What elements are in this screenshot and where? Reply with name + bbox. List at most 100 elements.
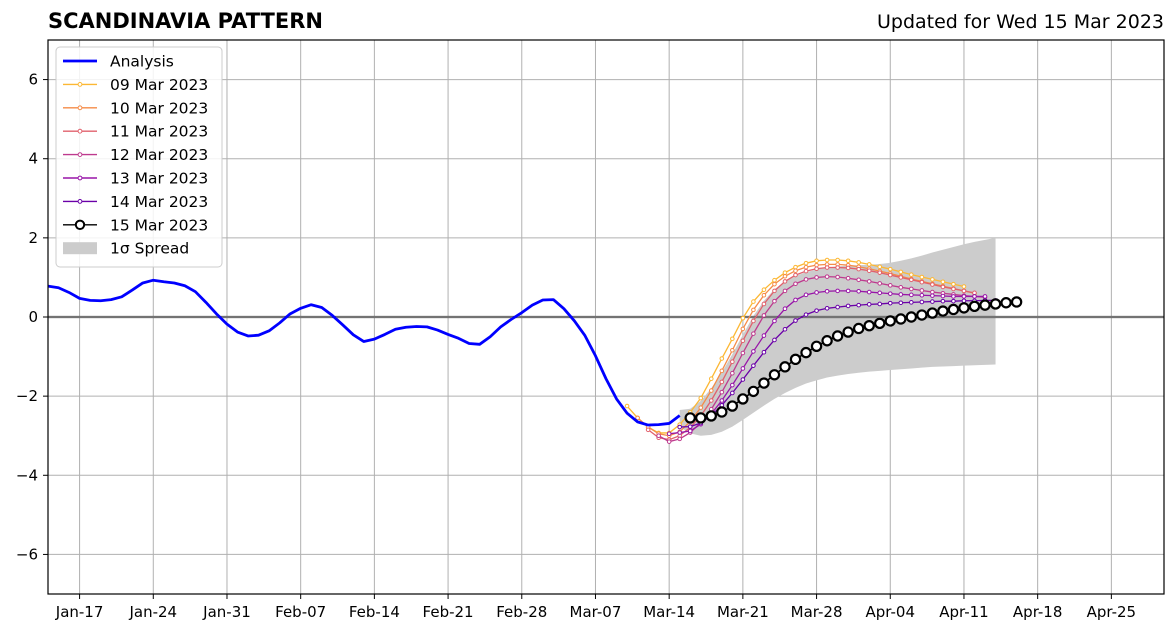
data-point xyxy=(737,393,749,405)
data-point xyxy=(940,279,946,285)
x-tick-label: Mar-28 xyxy=(791,603,843,621)
data-point xyxy=(919,279,925,285)
data-point xyxy=(730,382,735,388)
data-point xyxy=(824,265,830,270)
data-point xyxy=(719,368,725,374)
legend-handle-spread xyxy=(63,242,97,255)
legend-label: 15 Mar 2023 xyxy=(110,216,208,234)
data-point xyxy=(874,317,886,330)
data-point xyxy=(909,277,914,283)
legend-box xyxy=(55,46,223,268)
data-point xyxy=(687,424,693,429)
data-point xyxy=(856,277,861,283)
data-point xyxy=(747,385,760,398)
data-point xyxy=(835,274,840,280)
data-point xyxy=(624,403,630,409)
data-point xyxy=(831,330,844,342)
data-point xyxy=(866,302,872,307)
data-point xyxy=(898,292,904,297)
data-point xyxy=(708,376,714,382)
data-point xyxy=(677,436,682,442)
data-point xyxy=(705,410,717,422)
data-point xyxy=(845,258,851,264)
data-point xyxy=(898,275,904,280)
x-tick-label: Jan-31 xyxy=(202,603,251,621)
data-point xyxy=(937,305,949,317)
data-point xyxy=(1000,297,1012,309)
data-point xyxy=(772,288,777,294)
data-point xyxy=(866,289,872,295)
data-point xyxy=(951,294,956,299)
data-point xyxy=(930,277,935,282)
data-point xyxy=(863,320,875,332)
data-point xyxy=(856,260,861,265)
data-point xyxy=(793,318,798,323)
analysis-line xyxy=(47,278,681,427)
data-point xyxy=(866,268,872,274)
x-tick-label: Apr-18 xyxy=(1013,603,1063,621)
y-tick-label: −4 xyxy=(16,466,38,484)
data-point xyxy=(698,405,704,410)
data-point xyxy=(972,290,977,296)
data-point xyxy=(740,326,746,332)
data-point xyxy=(1010,296,1023,308)
data-point xyxy=(772,337,777,343)
data-point xyxy=(803,268,809,274)
data-point xyxy=(919,299,925,305)
data-point xyxy=(782,273,788,279)
data-point xyxy=(856,288,861,294)
data-point xyxy=(730,347,735,353)
y-tick-label: −6 xyxy=(16,545,38,563)
data-point xyxy=(866,279,872,284)
data-point xyxy=(782,306,788,311)
data-point xyxy=(751,331,756,336)
data-point xyxy=(740,338,746,344)
data-point xyxy=(940,293,946,299)
data-point xyxy=(930,293,935,298)
data-point xyxy=(866,262,872,267)
data-point xyxy=(835,257,840,263)
data-point xyxy=(772,298,777,304)
data-point xyxy=(887,300,893,306)
data-point xyxy=(800,346,812,359)
data-point xyxy=(666,439,672,444)
data-point xyxy=(887,291,893,296)
data-point xyxy=(730,390,735,396)
data-point xyxy=(877,270,883,275)
data-point xyxy=(961,298,967,304)
legend-handle-marker xyxy=(77,199,83,204)
data-point xyxy=(824,305,830,311)
data-point xyxy=(730,359,735,365)
data-point xyxy=(698,395,704,401)
forecast-series xyxy=(624,257,1023,444)
data-point xyxy=(972,294,977,299)
y-tick-label: −2 xyxy=(16,387,38,405)
x-tick-label: Mar-14 xyxy=(643,603,695,621)
data-point xyxy=(716,406,728,418)
data-point xyxy=(852,322,865,335)
data-point xyxy=(719,398,725,403)
data-point xyxy=(845,288,851,294)
x-tick-label: Mar-07 xyxy=(570,603,622,621)
data-point xyxy=(740,350,746,356)
x-tick-label: Jan-24 xyxy=(128,603,177,621)
data-point xyxy=(740,366,746,371)
legend-label: 09 Mar 2023 xyxy=(110,76,208,94)
data-point xyxy=(916,309,928,321)
data-point xyxy=(898,269,904,275)
data-point xyxy=(695,412,707,424)
data-point xyxy=(719,356,725,361)
y-axis-ticks: −6 −4 −2 0 2 4 6 xyxy=(16,71,48,563)
data-point xyxy=(898,300,904,306)
x-tick-label: Apr-11 xyxy=(939,603,989,621)
data-point xyxy=(895,313,907,325)
x-tick-label: Feb-28 xyxy=(496,603,547,621)
legend-handle-marker xyxy=(77,128,83,134)
data-point xyxy=(793,264,798,270)
series-f0314 xyxy=(677,298,998,430)
chart-title: SCANDINAVIA PATTERN xyxy=(48,9,323,33)
data-point xyxy=(772,318,777,324)
data-point xyxy=(968,300,981,313)
data-point xyxy=(635,415,640,421)
data-point xyxy=(782,279,788,284)
